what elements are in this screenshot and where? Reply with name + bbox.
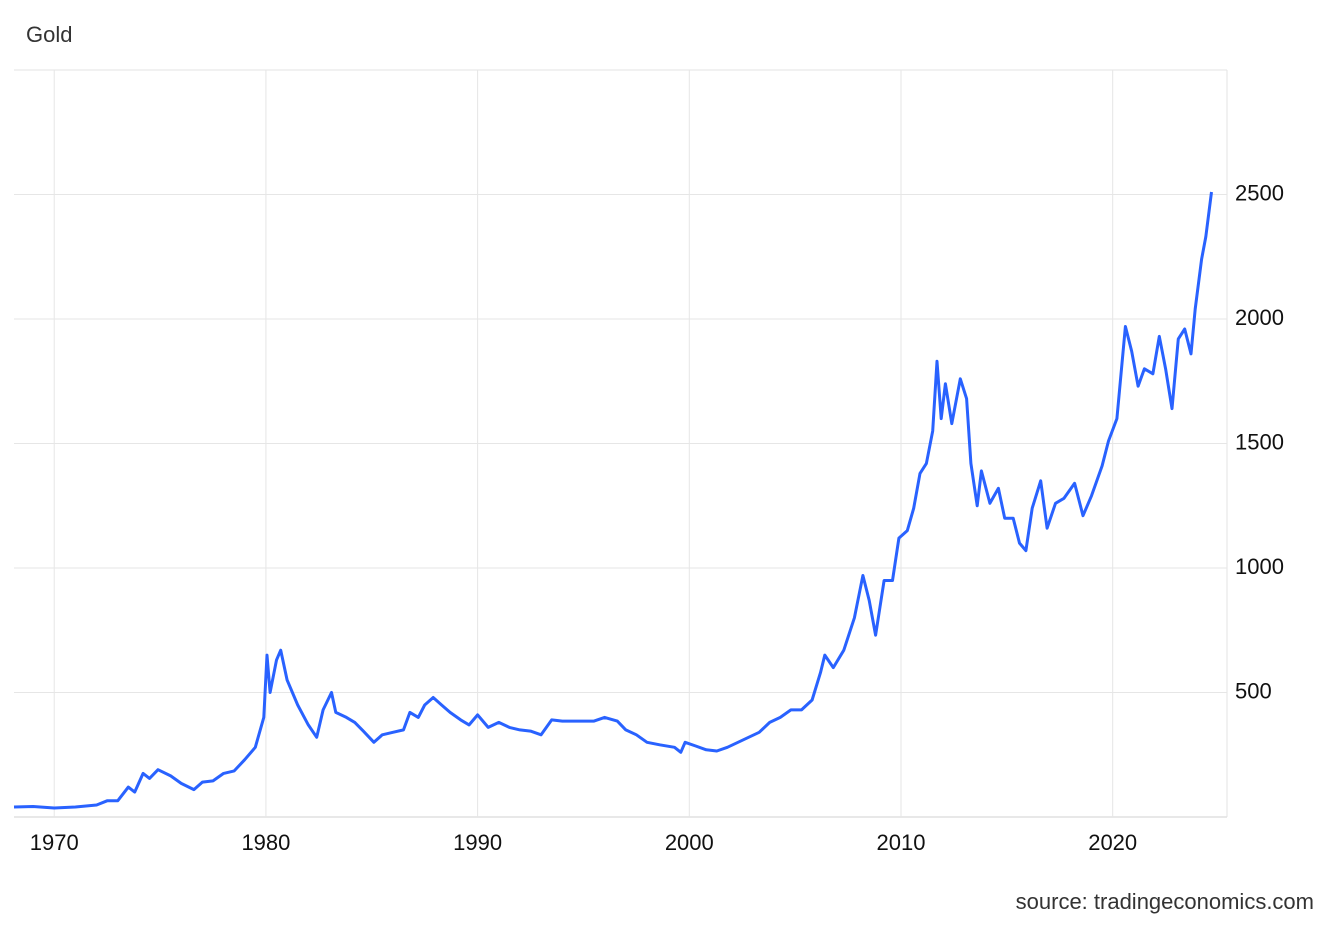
y-tick-label: 2000 xyxy=(1235,305,1284,330)
x-tick-label: 2000 xyxy=(665,830,714,855)
x-tick-label: 1980 xyxy=(241,830,290,855)
x-tick-label: 1990 xyxy=(453,830,502,855)
data-line xyxy=(13,191,1213,810)
x-tick-label: 2020 xyxy=(1088,830,1137,855)
chart-title: Gold xyxy=(26,22,72,47)
y-tick-label: 1000 xyxy=(1235,554,1284,579)
y-tick-label: 2500 xyxy=(1235,180,1284,205)
y-tick-label: 500 xyxy=(1235,678,1272,703)
x-tick-label: 2010 xyxy=(877,830,926,855)
source: source: tradingeconomics.com xyxy=(1016,889,1314,914)
x-tick-label: 1970 xyxy=(30,830,79,855)
y-tick-label: 1500 xyxy=(1235,429,1284,454)
